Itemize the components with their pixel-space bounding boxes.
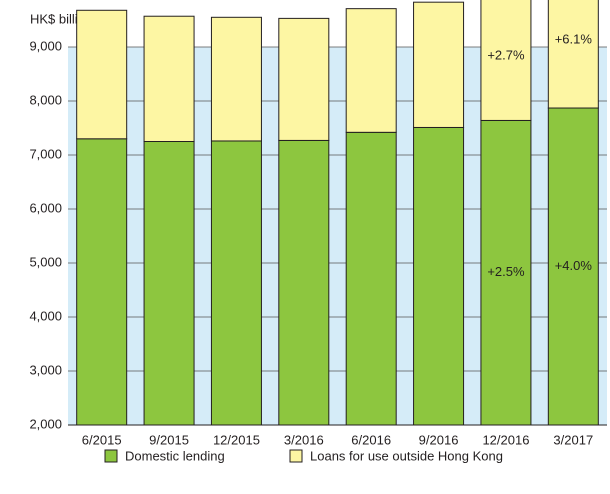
legend-swatch — [104, 449, 118, 463]
x-tick-label: 3/2016 — [284, 432, 324, 447]
y-tick-label: 6,000 — [29, 200, 62, 215]
bar-segment — [210, 16, 262, 142]
x-tick-label: 9/2016 — [419, 432, 459, 447]
legend-label: Loans for use outside Hong Kong — [310, 448, 503, 463]
x-tick-label: 6/2015 — [82, 432, 122, 447]
annotation: +2.5% — [487, 264, 525, 279]
bar-segment — [143, 141, 195, 426]
bar-segment — [278, 139, 330, 426]
bar-segment — [76, 9, 128, 140]
bar-segment — [480, 119, 532, 426]
legend-label: Domestic lending — [125, 448, 225, 463]
y-tick-label: 8,000 — [29, 92, 62, 107]
bar-segment — [143, 15, 195, 142]
bar-segment — [210, 140, 262, 426]
y-tick-label: 2,000 — [29, 416, 62, 431]
bar-segment — [480, 0, 532, 121]
annotation: +2.7% — [487, 47, 525, 62]
x-tick-label: 12/2015 — [213, 432, 260, 447]
bar-segment — [413, 1, 465, 128]
y-tick-label: 4,000 — [29, 308, 62, 323]
bar-segment — [547, 0, 599, 109]
bar-segment — [345, 131, 397, 426]
annotation: +6.1% — [555, 31, 593, 46]
y-tick-label: 5,000 — [29, 254, 62, 269]
bar-segment — [345, 8, 397, 133]
legend-swatch — [289, 449, 303, 463]
x-tick-label: 12/2016 — [482, 432, 529, 447]
y-tick-label: 7,000 — [29, 146, 62, 161]
x-tick-label: 6/2016 — [351, 432, 391, 447]
bar-segment — [547, 107, 599, 426]
x-tick-label: 3/2017 — [553, 432, 593, 447]
x-tick-label: 9/2015 — [149, 432, 189, 447]
bar-segment — [413, 126, 465, 426]
y-tick-label: 3,000 — [29, 362, 62, 377]
bar-segment — [76, 138, 128, 426]
y-tick-label: 9,000 — [29, 38, 62, 53]
bar-segment — [278, 17, 330, 141]
annotation: +4.0% — [555, 258, 593, 273]
